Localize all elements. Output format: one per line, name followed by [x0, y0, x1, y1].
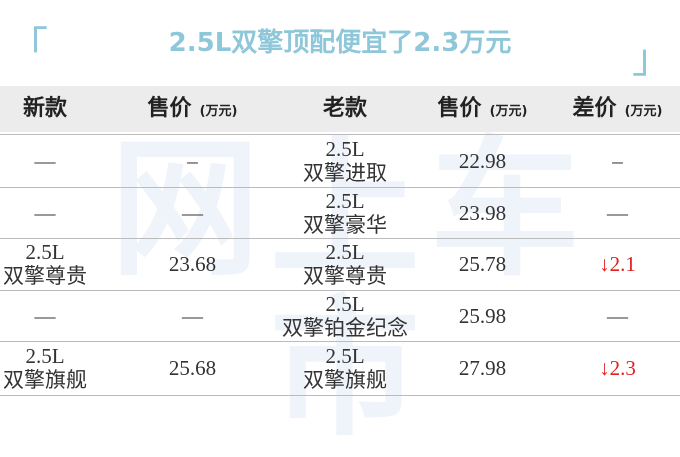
- cell-text: 25.68: [168, 356, 217, 380]
- cell: 2.5L 双擎铂金纪念: [260, 290, 430, 341]
- cell-text: 双擎豪华: [303, 212, 387, 237]
- cell: —: [115, 290, 270, 341]
- cell-text: —: [607, 303, 628, 328]
- cell-text: 2.5L: [325, 136, 365, 161]
- cell-text: 23.68: [168, 252, 217, 276]
- cell: —: [0, 187, 90, 238]
- cell: —: [555, 290, 680, 341]
- cell-text: —: [34, 303, 56, 328]
- cell-text: —: [34, 148, 56, 173]
- header-unit: (万元): [624, 104, 663, 119]
- cell-text: ↓2.3: [599, 356, 636, 380]
- header-text: 新款: [22, 96, 67, 121]
- column-header: 售价 (万元): [420, 86, 545, 135]
- cell: 2.5L 双擎尊贵: [260, 238, 430, 290]
- watermark: 网上车市: [109, 123, 590, 457]
- cell: –: [115, 134, 270, 187]
- row-line: [0, 238, 680, 239]
- title: 2.5L双擎顶配便宜了2.3万元: [168, 28, 512, 58]
- cell-text: 双擎旗舰: [303, 368, 387, 392]
- cell-text: ↓2.1: [599, 252, 636, 276]
- cell-text: 双擎尊贵: [303, 264, 387, 288]
- header-text: 售价: [437, 96, 482, 121]
- bracket: 」: [632, 36, 672, 82]
- cell: ↓2.1: [555, 238, 680, 290]
- cell-text: 双擎旗舰: [3, 368, 87, 392]
- cell-text: 2.5L: [25, 240, 65, 264]
- cell-text: 2.5L: [325, 344, 365, 368]
- row-line: [0, 187, 680, 188]
- cell: 27.98: [420, 341, 545, 395]
- cell: 2.5L 双擎尊贵: [0, 238, 90, 290]
- column-header: 售价 (万元): [115, 86, 270, 135]
- cell-text: —: [34, 200, 56, 225]
- cell-text: 25.98: [458, 303, 507, 328]
- cell-text: 27.98: [458, 356, 507, 380]
- cell: —: [115, 187, 270, 238]
- cell: ↓2.3: [555, 341, 680, 395]
- cell: 25.78: [420, 238, 545, 290]
- cell: 2.5L 双擎豪华: [260, 187, 430, 238]
- row-line: [0, 290, 680, 291]
- cell: 2.5L 双擎旗舰: [260, 341, 430, 395]
- column-header: 差价 (万元): [555, 86, 680, 135]
- cell-text: 25.78: [458, 252, 507, 276]
- row-line: [0, 134, 680, 135]
- cell: 25.68: [115, 341, 270, 395]
- header-text: 差价: [572, 96, 617, 121]
- row-line: [0, 395, 680, 396]
- cell-text: —: [182, 303, 203, 328]
- cell-text: 2.5L: [325, 291, 365, 316]
- cell-text: 23.98: [458, 200, 507, 225]
- header-text: 售价: [147, 96, 192, 121]
- column-header: 新款: [0, 86, 90, 132]
- cell: —: [555, 187, 680, 238]
- cell-text: —: [182, 200, 203, 225]
- cell: –: [555, 134, 680, 187]
- cell: —: [0, 134, 90, 187]
- page: 网上车市 「 」 2.5L双擎顶配便宜了2.3万元 新款 售价 (万元) 老款 售价 (万…: [0, 24, 680, 450]
- row-line: [0, 341, 680, 342]
- cell-text: 2.5L: [325, 240, 365, 264]
- cell: 22.98: [420, 134, 545, 187]
- cell: 23.98: [420, 187, 545, 238]
- cell: 25.98: [420, 290, 545, 341]
- cell-text: –: [187, 148, 198, 173]
- cell: 2.5L 双擎进取: [260, 134, 430, 187]
- cell-text: 双擎尊贵: [3, 264, 87, 288]
- cell-text: 2.5L: [325, 188, 365, 213]
- cell-text: 2.5L: [25, 344, 65, 368]
- cell: —: [0, 290, 90, 341]
- header-unit: (万元): [199, 104, 238, 119]
- cell-text: –: [612, 148, 623, 173]
- cell-text: 双擎进取: [303, 160, 387, 185]
- header-row: [0, 86, 680, 132]
- cell-text: 22.98: [458, 148, 507, 173]
- bracket: 「: [8, 24, 48, 70]
- cell-text: —: [607, 200, 628, 225]
- column-header: 老款: [260, 86, 430, 132]
- cell: 2.5L 双擎旗舰: [0, 341, 90, 395]
- cell: 23.68: [115, 238, 270, 290]
- cell-text: 双擎铂金纪念: [282, 315, 408, 340]
- header-text: 老款: [322, 96, 367, 121]
- header-unit: (万元): [489, 104, 528, 119]
